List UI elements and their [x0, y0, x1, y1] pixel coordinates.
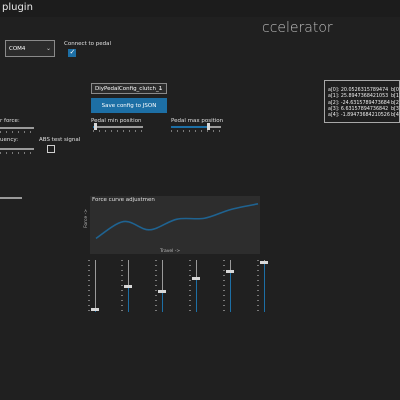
readout-b-line: b[2]:: [391, 100, 400, 106]
readout-b-line: b[4]:: [391, 113, 400, 119]
connect-label: Connect to pedal: [64, 41, 112, 47]
force-slider[interactable]: [0, 125, 34, 133]
slider-ticks: [223, 260, 225, 312]
slider-track: [94, 260, 96, 312]
slider-thumb[interactable]: [207, 123, 210, 130]
force-curve-chart: [90, 196, 260, 254]
connect-checkbox[interactable]: [68, 48, 76, 57]
chart-ylabel: Force ->: [84, 209, 89, 228]
slider-ticks: [121, 260, 123, 312]
coefficient-readout: a[0]: 20.0526315789474 a[1]: 25.894736842…: [324, 80, 400, 123]
chart-xlabel: Travel ->: [160, 249, 181, 254]
config-value: DiyPedalConfig_clutch_1: [95, 85, 163, 92]
slider-track: [93, 126, 143, 128]
pedal-min-label: Pedal min position: [91, 118, 142, 124]
slider-thumb[interactable]: [158, 289, 166, 293]
slider-ticks: [93, 130, 143, 132]
slider-fill: [127, 286, 129, 312]
slider-ticks: [0, 131, 34, 133]
slider-ticks: [0, 152, 34, 154]
pedal-min-slider[interactable]: [93, 123, 143, 132]
curve-slider-point-2[interactable]: [155, 260, 166, 312]
slider-fill: [171, 126, 209, 128]
force-label: r force:: [0, 118, 20, 124]
slider-thumb[interactable]: [91, 307, 99, 311]
slider-fill: [195, 278, 197, 312]
save-config-button[interactable]: Save config to JSON: [91, 98, 167, 113]
slider-thumb[interactable]: [94, 123, 97, 130]
slider-ticks: [171, 130, 221, 132]
chevron-down-icon: ⌄: [157, 84, 163, 92]
slider-fill: [229, 271, 231, 312]
curve-slider-point-4[interactable]: [223, 260, 234, 312]
abs-test-label: ABS test signal: [39, 137, 81, 143]
page-title: ccelerator: [262, 20, 333, 36]
slider-track: [0, 148, 34, 150]
frequency-slider[interactable]: [0, 146, 34, 154]
force-curve-line: [95, 203, 259, 240]
abs-test-checkbox[interactable]: [47, 145, 55, 153]
com-port-value: COM4: [9, 45, 26, 52]
readout-b-line: b[3]:: [391, 106, 400, 112]
title-bar: plugin: [0, 0, 400, 17]
slider-ticks: [189, 260, 191, 312]
readout-a-line: a[4]: -1.89473684210526: [328, 113, 390, 119]
slider-track: [161, 260, 163, 312]
config-dropdown[interactable]: DiyPedalConfig_clutch_1 ⌄: [91, 83, 167, 94]
window-title: plugin: [2, 2, 33, 13]
slider-thumb[interactable]: [226, 269, 234, 273]
left-slider-fragment[interactable]: [0, 197, 22, 199]
slider-fill: [263, 262, 265, 312]
readout-b-line: b[1]:: [391, 94, 400, 100]
pedal-max-slider[interactable]: [171, 123, 221, 132]
force-curve-plot: [95, 203, 259, 240]
readout-a-line: a[1]: 25.8947368421053: [328, 94, 389, 100]
slider-thumb[interactable]: [260, 260, 268, 264]
curve-slider-point-3[interactable]: [189, 260, 200, 312]
slider-thumb[interactable]: [124, 284, 132, 288]
curve-slider-point-0[interactable]: [88, 260, 99, 312]
readout-a-line: a[3]: 6.63157894736842: [328, 106, 389, 112]
chevron-down-icon: ⌄: [45, 44, 51, 52]
readout-b-line: b[0]:: [391, 88, 400, 93]
slider-ticks: [257, 260, 259, 312]
slider-thumb[interactable]: [192, 276, 200, 280]
pedal-max-label: Pedal max position: [171, 118, 224, 124]
slider-track: [0, 127, 34, 129]
curve-slider-point-5[interactable]: [257, 260, 268, 312]
readout-a-line: a[2]: -24.6315789473684: [328, 100, 390, 106]
com-port-dropdown[interactable]: COM4 ⌄: [5, 40, 55, 57]
frequency-label: uency:: [0, 137, 19, 143]
chart-title: Force curve adjustmen: [92, 197, 155, 203]
slider-fill: [161, 291, 163, 312]
slider-ticks: [88, 260, 90, 312]
readout-a-line: a[0]: 20.0526315789474: [328, 88, 389, 93]
slider-ticks: [155, 260, 157, 312]
curve-slider-point-1[interactable]: [121, 260, 132, 312]
